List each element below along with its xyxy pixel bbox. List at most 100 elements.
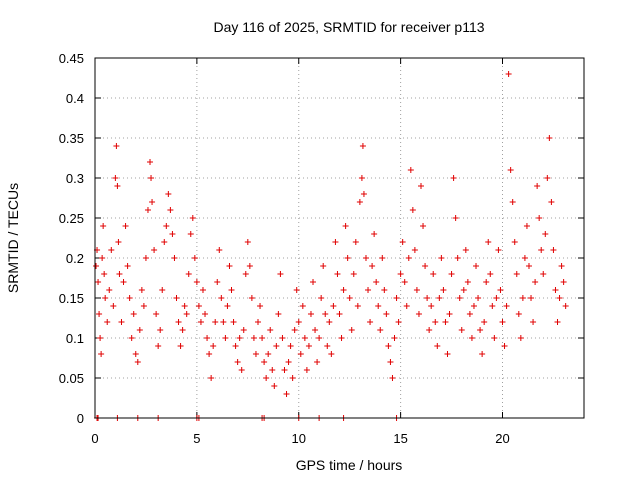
data-point <box>360 191 367 197</box>
data-point <box>495 247 502 253</box>
data-point <box>458 327 465 333</box>
data-point <box>238 367 245 373</box>
data-point <box>346 295 353 301</box>
data-point <box>326 319 333 325</box>
data-point <box>550 247 557 253</box>
data-point <box>515 311 522 317</box>
data-point <box>322 311 329 317</box>
data-point <box>197 319 204 325</box>
data-point <box>365 287 372 293</box>
data-point <box>126 295 133 301</box>
data-point <box>511 239 518 245</box>
x-tick-label: 0 <box>91 431 98 446</box>
data-point <box>440 287 447 293</box>
y-tick-label: 0.4 <box>66 91 84 106</box>
data-point <box>491 335 498 341</box>
data-point <box>318 295 325 301</box>
data-point <box>438 255 445 261</box>
data-point <box>383 311 390 317</box>
data-point <box>299 303 306 309</box>
data-point <box>104 319 111 325</box>
data-point <box>562 303 569 309</box>
data-point <box>148 175 155 181</box>
data-point <box>413 287 420 293</box>
y-axis-label: SRMTID / TECUs <box>5 183 21 293</box>
data-point <box>485 239 492 245</box>
data-point <box>224 303 231 309</box>
data-point <box>220 319 227 325</box>
data-point <box>336 311 343 317</box>
data-point <box>477 327 484 333</box>
data-point <box>542 231 549 237</box>
data-point <box>189 215 196 221</box>
data-point <box>120 279 127 285</box>
data-point <box>532 279 539 285</box>
data-point <box>432 319 439 325</box>
plot-frame <box>94 57 585 419</box>
data-point <box>548 199 555 205</box>
data-point <box>426 327 433 333</box>
data-point <box>138 287 145 293</box>
data-point <box>403 303 410 309</box>
data-point <box>206 351 213 357</box>
data-point <box>316 335 323 341</box>
data-point <box>517 335 524 341</box>
x-tick-label: 10 <box>292 431 306 446</box>
data-point <box>375 303 382 309</box>
data-point <box>114 183 121 189</box>
data-point <box>293 287 300 293</box>
data-point <box>354 303 361 309</box>
data-point <box>387 359 394 365</box>
y-tick-label: 0.1 <box>66 331 84 346</box>
data-point <box>240 327 247 333</box>
data-point <box>320 263 327 269</box>
data-point <box>503 303 510 309</box>
data-point <box>216 247 223 253</box>
data-point <box>456 295 463 301</box>
data-point <box>130 311 137 317</box>
tick-labels: 0 0.05 0.1 0.15 0.2 0.25 0.3 0.35 0.4 0.45 0 5 10 15 2… <box>59 51 510 446</box>
data-point <box>263 375 270 381</box>
data-point <box>167 207 174 213</box>
data-point <box>265 351 272 357</box>
data-point <box>405 255 412 261</box>
data-point <box>242 271 249 277</box>
data-point <box>95 279 102 285</box>
data-point <box>373 279 380 285</box>
data-point <box>295 319 302 325</box>
data-point <box>259 335 266 341</box>
y-tick-label: 0.15 <box>59 291 84 306</box>
data-point <box>479 351 486 357</box>
data-point <box>195 303 202 309</box>
data-point <box>367 319 374 325</box>
data-point <box>285 359 292 365</box>
data-point <box>153 311 160 317</box>
data-point <box>554 319 561 325</box>
data-point <box>147 159 154 165</box>
data-point <box>324 343 331 349</box>
data-point <box>391 335 398 341</box>
data-point <box>230 319 237 325</box>
data-point <box>275 311 282 317</box>
data-point <box>210 343 217 349</box>
data-point <box>401 279 408 285</box>
y-tick-label: 0.45 <box>59 51 84 66</box>
data-point <box>359 143 366 149</box>
data-point <box>409 207 416 213</box>
data-point <box>165 191 172 197</box>
data-point <box>356 199 363 205</box>
data-point <box>163 223 170 229</box>
data-point <box>434 343 441 349</box>
data-point <box>420 223 427 229</box>
data-point <box>519 295 526 301</box>
data-point <box>140 303 147 309</box>
data-point <box>303 367 310 373</box>
data-point <box>350 271 357 277</box>
data-point <box>528 295 535 301</box>
x-tick-label: 20 <box>495 431 509 446</box>
data-point <box>466 311 473 317</box>
data-point <box>464 279 471 285</box>
data-point <box>556 295 563 301</box>
data-point <box>199 287 206 293</box>
